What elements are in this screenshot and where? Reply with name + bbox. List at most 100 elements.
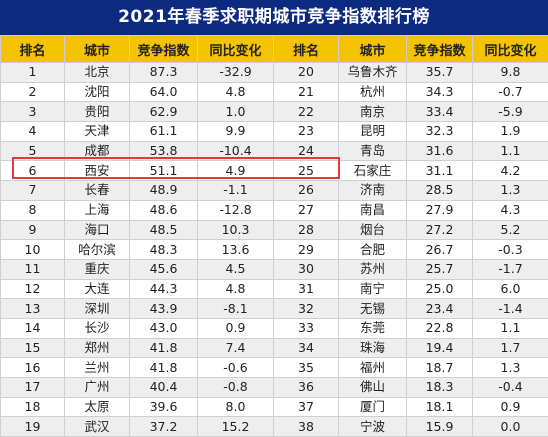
cell-change-right: 9.8 — [473, 63, 548, 83]
cell-change-left: 15.2 — [198, 417, 274, 437]
cell-index-left: 39.6 — [130, 397, 198, 417]
cell-index-right: 27.2 — [407, 220, 473, 240]
cell-index-left: 64.0 — [130, 82, 198, 102]
cell-index-left: 48.3 — [130, 240, 198, 260]
cell-change-left: -1.1 — [198, 181, 274, 201]
cell-rank-right: 31 — [274, 279, 339, 299]
cell-rank-left: 12 — [1, 279, 65, 299]
cell-rank-right: 35 — [274, 358, 339, 378]
cell-change-right: 0.0 — [473, 417, 548, 437]
cell-change-left: -10.4 — [198, 141, 274, 161]
cell-index-left: 48.9 — [130, 181, 198, 201]
cell-index-right: 35.7 — [407, 63, 473, 83]
cell-rank-left: 16 — [1, 358, 65, 378]
cell-rank-right: 21 — [274, 82, 339, 102]
cell-rank-right: 23 — [274, 122, 339, 142]
cell-change-left: -12.8 — [198, 200, 274, 220]
cell-index-right: 18.3 — [407, 378, 473, 398]
cell-rank-right: 26 — [274, 181, 339, 201]
cell-rank-left: 10 — [1, 240, 65, 260]
cell-index-right: 31.1 — [407, 161, 473, 181]
cell-change-right: 1.9 — [473, 122, 548, 142]
cell-index-right: 26.7 — [407, 240, 473, 260]
cell-change-right: 4.3 — [473, 200, 548, 220]
cell-index-right: 32.3 — [407, 122, 473, 142]
cell-city-right: 杭州 — [339, 82, 407, 102]
cell-city-right: 石家庄 — [339, 161, 407, 181]
cell-rank-right: 25 — [274, 161, 339, 181]
cell-city-right: 南宁 — [339, 279, 407, 299]
cell-change-right: 6.0 — [473, 279, 548, 299]
cell-rank-left: 19 — [1, 417, 65, 437]
cell-city-left: 大连 — [65, 279, 130, 299]
cell-city-right: 福州 — [339, 358, 407, 378]
cell-rank-right: 32 — [274, 299, 339, 319]
cell-index-right: 25.0 — [407, 279, 473, 299]
cell-rank-left: 17 — [1, 378, 65, 398]
cell-change-right: 1.7 — [473, 338, 548, 358]
cell-index-left: 40.4 — [130, 378, 198, 398]
cell-rank-right: 22 — [274, 102, 339, 122]
cell-index-right: 18.7 — [407, 358, 473, 378]
cell-city-left: 沈阳 — [65, 82, 130, 102]
cell-index-left: 45.6 — [130, 259, 198, 279]
cell-index-left: 43.9 — [130, 299, 198, 319]
cell-rank-left: 15 — [1, 338, 65, 358]
cell-city-left: 兰州 — [65, 358, 130, 378]
cell-city-right: 无锡 — [339, 299, 407, 319]
cell-change-left: 9.9 — [198, 122, 274, 142]
cell-city-right: 济南 — [339, 181, 407, 201]
cell-city-left: 上海 — [65, 200, 130, 220]
cell-change-right: -1.7 — [473, 259, 548, 279]
cell-change-left: -0.8 — [198, 378, 274, 398]
cell-change-left: 0.9 — [198, 318, 274, 338]
cell-rank-left: 8 — [1, 200, 65, 220]
cell-rank-left: 6 — [1, 161, 65, 181]
cell-change-right: 1.1 — [473, 318, 548, 338]
cell-index-left: 48.5 — [130, 220, 198, 240]
cell-city-left: 武汉 — [65, 417, 130, 437]
cell-rank-left: 9 — [1, 220, 65, 240]
cell-city-right: 烟台 — [339, 220, 407, 240]
cell-city-left: 太原 — [65, 397, 130, 417]
cell-change-right: -0.7 — [473, 82, 548, 102]
cell-index-left: 41.8 — [130, 338, 198, 358]
page-title: 2021年春季求职期城市竞争指数排行榜 — [0, 0, 548, 35]
cell-change-left: 13.6 — [198, 240, 274, 260]
cell-index-right: 33.4 — [407, 102, 473, 122]
cell-change-left: 7.4 — [198, 338, 274, 358]
cell-city-right: 珠海 — [339, 338, 407, 358]
cell-rank-left: 7 — [1, 181, 65, 201]
cell-rank-left: 4 — [1, 122, 65, 142]
header-change-right: 同比变化 — [473, 36, 548, 63]
cell-city-right: 厦门 — [339, 397, 407, 417]
cell-index-right: 15.9 — [407, 417, 473, 437]
header-index-right: 竞争指数 — [407, 36, 473, 63]
cell-index-right: 25.7 — [407, 259, 473, 279]
cell-city-left: 广州 — [65, 378, 130, 398]
cell-index-left: 41.8 — [130, 358, 198, 378]
cell-rank-right: 20 — [274, 63, 339, 83]
cell-change-right: 1.3 — [473, 181, 548, 201]
cell-city-left: 贵阳 — [65, 102, 130, 122]
cell-change-left: 4.9 — [198, 161, 274, 181]
cell-rank-left: 3 — [1, 102, 65, 122]
cell-change-right: 0.9 — [473, 397, 548, 417]
cell-index-left: 62.9 — [130, 102, 198, 122]
cell-rank-right: 29 — [274, 240, 339, 260]
cell-city-left: 郑州 — [65, 338, 130, 358]
cell-city-right: 佛山 — [339, 378, 407, 398]
cell-change-right: 5.2 — [473, 220, 548, 240]
cell-change-left: 8.0 — [198, 397, 274, 417]
